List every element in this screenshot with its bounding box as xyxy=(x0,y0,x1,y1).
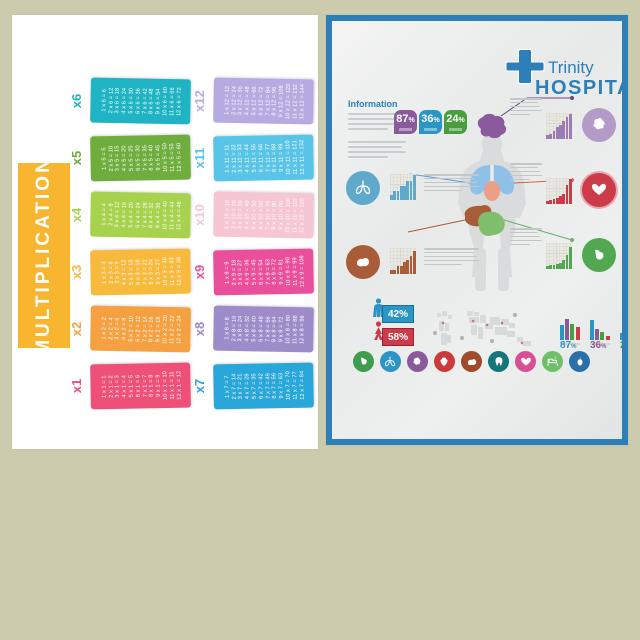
svg-text:Z: Z xyxy=(554,356,556,360)
